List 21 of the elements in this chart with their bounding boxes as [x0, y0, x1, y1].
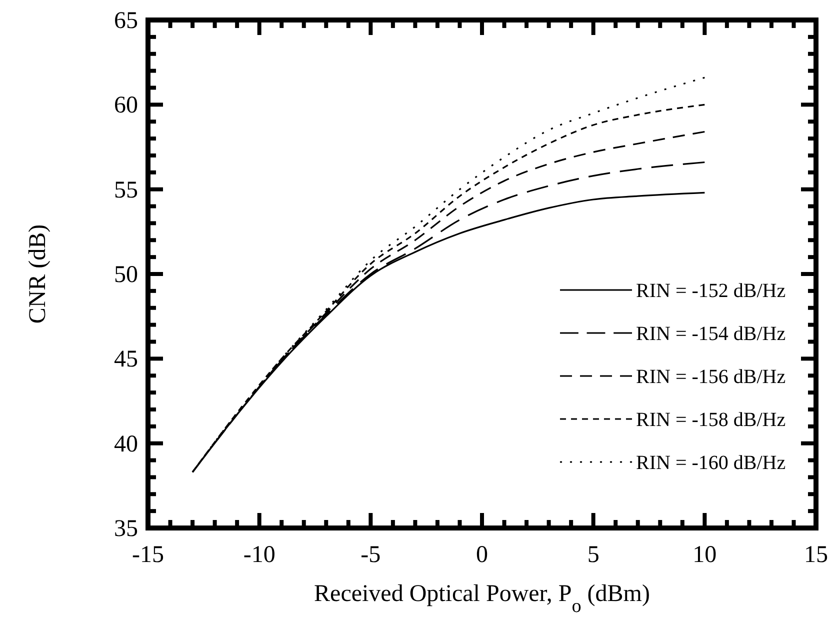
x-axis-title: Received Optical Power, P$_{o}$ (dBm)	[314, 581, 650, 616]
legend-label: RIN = -156 dB/Hz	[636, 366, 786, 388]
y-tick-label: 40	[114, 431, 138, 458]
y-tick-label: 55	[114, 177, 138, 204]
y-tick-label: 45	[114, 346, 138, 373]
x-tick-label: 0	[476, 542, 488, 568]
legend-label: RIN = -160 dB/Hz	[636, 452, 786, 474]
legend-label: RIN = -154 dB/Hz	[636, 323, 786, 345]
y-axis-title: CNR (dB)	[25, 224, 51, 324]
legend-label: RIN = -152 dB/Hz	[636, 280, 786, 302]
x-tick-label: 15	[804, 542, 828, 568]
x-tick-label: 10	[692, 542, 717, 568]
x-tick-label: -15	[132, 542, 164, 568]
x-tick-label: 5	[587, 542, 600, 568]
legend-label: RIN = -158 dB/Hz	[636, 409, 786, 431]
y-tick-label: 50	[114, 262, 138, 288]
y-tick-label: 35	[114, 516, 138, 542]
y-tick-label: 60	[114, 92, 138, 119]
x-tick-label: -5	[360, 542, 381, 568]
x-tick-label: -10	[243, 542, 276, 568]
y-tick-label: 65	[114, 8, 138, 34]
